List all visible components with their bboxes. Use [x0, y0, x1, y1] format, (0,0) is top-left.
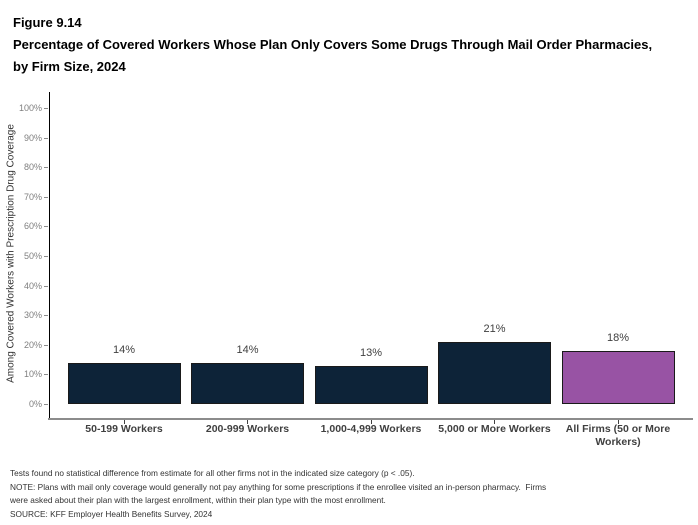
bar: [191, 363, 304, 405]
y-axis-tick-mark: [44, 315, 48, 317]
y-axis-tick-mark: [44, 108, 48, 109]
y-axis-tick-mark: [44, 196, 48, 198]
bar: [314, 366, 428, 405]
bar-value-label: 14%: [112, 344, 136, 357]
figure-title: Percentage of Covered Workers Whose Plan…: [13, 37, 653, 74]
y-axis-line: [48, 92, 50, 419]
bar: [561, 351, 675, 405]
y-axis-tick-mark: [44, 374, 48, 376]
footnote-note-line-2: were asked about their plan with the lar…: [10, 495, 386, 506]
y-axis-tick-label: 20%: [23, 339, 42, 350]
y-axis-tick-label: 10%: [23, 369, 42, 380]
x-axis-line: [48, 417, 693, 420]
x-axis-tick-mark: [617, 420, 619, 424]
y-axis-tick-mark: [44, 285, 48, 287]
x-axis-category-label: 5,000 or More Workers: [438, 423, 551, 435]
y-axis-tick-label: 0%: [28, 399, 42, 409]
figure-number-label: Figure 9.14: [13, 15, 82, 30]
y-axis-tick-mark: [44, 344, 48, 346]
x-axis-tick-mark: [370, 420, 372, 424]
y-axis-tick-mark: [44, 226, 48, 228]
bar-value-label: 18%: [606, 332, 630, 345]
bar-value-label: 13%: [359, 347, 383, 360]
bar-value-label: 14%: [236, 344, 259, 357]
footnote-stat-test: Tests found no statistical difference fr…: [10, 468, 415, 478]
bar: [438, 342, 551, 405]
y-axis-tick-mark: [44, 256, 48, 257]
bar: [67, 363, 181, 405]
y-axis-tick-mark: [44, 167, 48, 169]
x-axis-category-label: 50-199 Workers: [85, 423, 163, 435]
y-axis-tick-label: 90%: [23, 132, 42, 143]
figure-header: Figure 9.14 Percentage of Covered Worker…: [13, 12, 673, 78]
y-axis-tick-label: 70%: [23, 191, 42, 202]
y-axis-tick-label: 100%: [18, 103, 42, 113]
x-axis-category-label: 1,000-4,999 Workers: [320, 423, 422, 435]
y-axis-tick-label: 60%: [23, 221, 42, 232]
x-axis-category-label: All Firms (50 or More Workers): [565, 423, 671, 448]
bar-value-label: 21%: [483, 323, 506, 336]
footnote-source: SOURCE: KFF Employer Health Benefits Sur…: [10, 508, 213, 519]
x-axis-tick-mark: [494, 420, 495, 424]
y-axis-tick-mark: [44, 137, 48, 139]
x-axis-tick-mark: [123, 420, 125, 424]
y-axis-tick-label: 40%: [23, 280, 42, 291]
y-axis-tick-label: 80%: [23, 162, 42, 173]
footnotes: Tests found no statistical difference fr…: [10, 467, 694, 521]
y-axis-tick-label: 50%: [23, 251, 42, 261]
y-axis-tick-label: 30%: [23, 310, 42, 321]
x-axis-category-label: 200-999 Workers: [205, 423, 290, 435]
x-axis-tick-mark: [247, 420, 248, 424]
y-axis-tick-mark: [44, 404, 48, 405]
footnote-note-line-1: NOTE: Plans with mail only coverage woul…: [10, 481, 547, 492]
